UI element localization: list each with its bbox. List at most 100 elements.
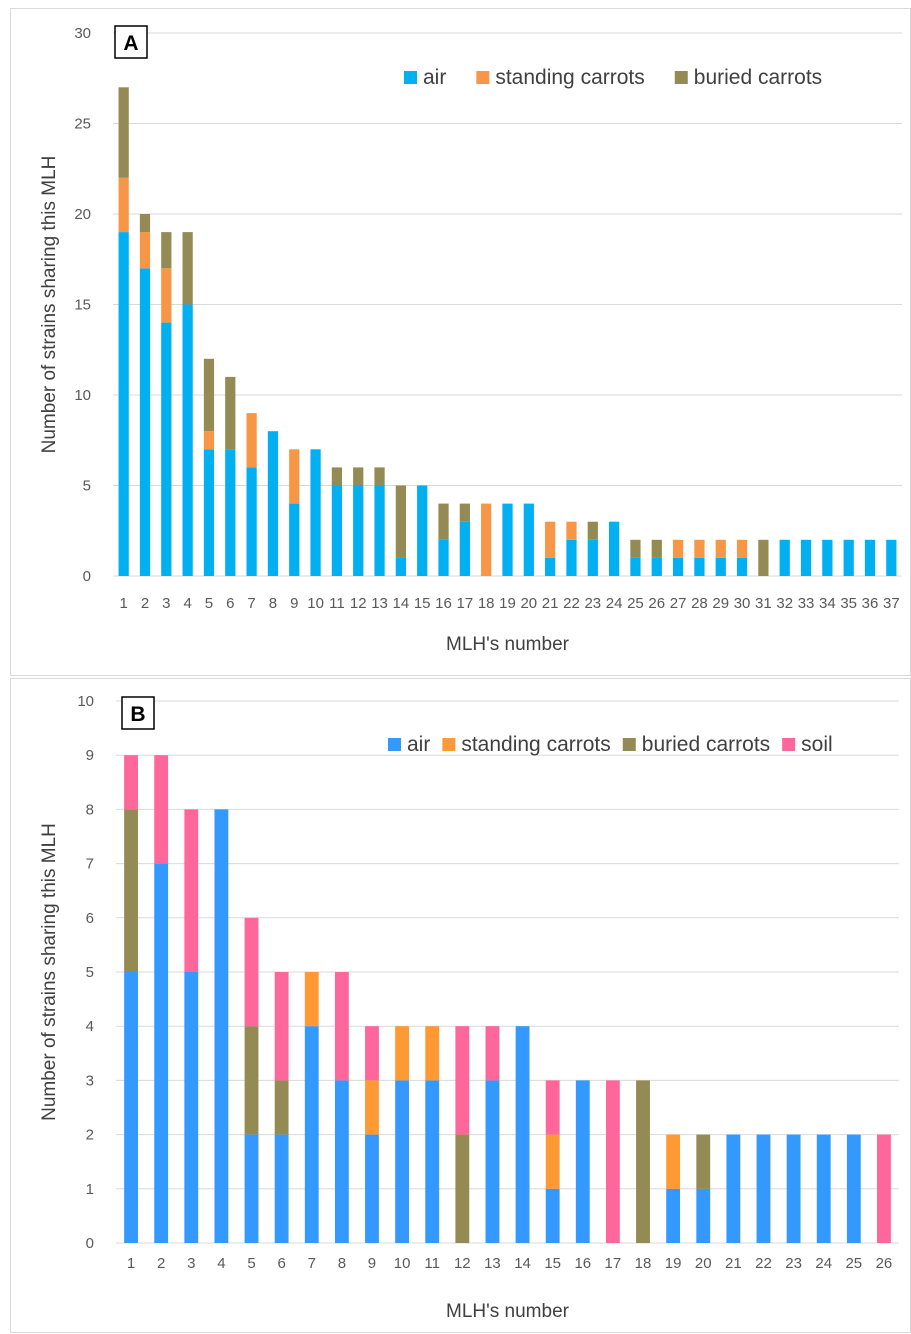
legend-swatch-buried-carrots <box>674 71 688 84</box>
x-tick-label: 11 <box>424 1255 440 1272</box>
y-tick-label: 3 <box>86 1072 94 1089</box>
bar-segment-standing-carrots-mlh-9 <box>365 1080 379 1135</box>
x-tick-label: 5 <box>247 1255 255 1272</box>
x-tick-label: 7 <box>247 595 255 612</box>
bar-segment-air-mlh-14 <box>515 1026 530 1243</box>
x-tick-label: 3 <box>162 595 170 612</box>
bar-segment-air-mlh-20 <box>696 1188 711 1243</box>
bar-segment-air-mlh-30 <box>736 557 748 576</box>
bar-segment-buried-carrots-mlh-18 <box>636 1080 650 1243</box>
legend-label: air <box>407 733 430 756</box>
bar-segment-buried-carrots-mlh-13 <box>374 467 385 486</box>
x-tick-label: 24 <box>815 1255 832 1272</box>
x-tick-label: 8 <box>269 595 277 612</box>
x-tick-label: 25 <box>845 1255 862 1272</box>
bar-segment-standing-carrots-mlh-9 <box>289 449 300 504</box>
x-tick-label: 22 <box>563 595 580 612</box>
x-tick-label: 16 <box>574 1255 591 1272</box>
x-tick-label: 32 <box>776 595 793 612</box>
y-tick-label: 2 <box>86 1127 94 1144</box>
bar-segment-air-mlh-22 <box>756 1134 771 1243</box>
bar-segment-standing-carrots-mlh-15 <box>545 1134 560 1189</box>
legend-label: buried carrots <box>642 733 770 756</box>
x-tick-label: 17 <box>457 595 474 612</box>
bar-segment-air-mlh-25 <box>846 1134 861 1243</box>
x-tick-label: 10 <box>394 1255 411 1272</box>
bar-segment-air-mlh-24 <box>816 1134 831 1243</box>
bar-segment-air-mlh-2 <box>139 268 151 576</box>
bar-segment-buried-carrots-mlh-23 <box>587 521 598 540</box>
y-tick-label: 25 <box>74 116 91 133</box>
x-tick-label: 25 <box>627 595 644 612</box>
bar-segment-air-mlh-35 <box>843 539 854 576</box>
bar-segment-standing-carrots-mlh-19 <box>666 1134 681 1189</box>
bar-segment-air-mlh-32 <box>779 539 790 576</box>
bar-segment-buried-carrots-mlh-3 <box>161 232 172 269</box>
bar-segment-soil-mlh-8 <box>334 972 349 1081</box>
bar-segment-standing-carrots-mlh-7 <box>246 413 257 468</box>
bar-segment-buried-carrots-mlh-12 <box>353 467 364 486</box>
bar-segment-air-mlh-9 <box>289 503 300 576</box>
bar-segment-soil-mlh-6 <box>274 972 289 1081</box>
panel-label-box <box>114 25 148 59</box>
legend-swatch-standing-carrots <box>442 738 456 751</box>
bar-segment-standing-carrots-mlh-7 <box>304 972 319 1027</box>
bar-segment-buried-carrots-mlh-25 <box>630 539 641 558</box>
bar-segment-soil-mlh-9 <box>365 1026 379 1081</box>
bar-segment-buried-carrots-mlh-4 <box>182 232 193 305</box>
bar-segment-standing-carrots-mlh-27 <box>672 539 684 558</box>
x-tick-label: 26 <box>648 595 665 612</box>
bar-segment-air-mlh-16 <box>575 1080 590 1243</box>
bar-segment-air-mlh-9 <box>365 1134 379 1243</box>
bar-segment-air-mlh-23 <box>786 1134 801 1243</box>
legend: air standing carrots buried carrots soil <box>388 733 833 756</box>
x-tick-label: 26 <box>876 1255 893 1272</box>
bar-segment-buried-carrots-mlh-31 <box>758 539 769 576</box>
y-tick-label: 6 <box>86 910 94 927</box>
bar-segment-buried-carrots-mlh-1 <box>118 87 129 178</box>
x-tick-label: 19 <box>499 595 516 612</box>
bar-segment-buried-carrots-mlh-17 <box>459 503 470 522</box>
bar-segment-air-mlh-8 <box>267 431 279 576</box>
x-tick-label: 2 <box>157 1255 165 1272</box>
bar-segment-standing-carrots-mlh-18 <box>481 503 492 576</box>
x-axis-title: MLH's number <box>446 634 570 655</box>
x-tick-label: 15 <box>414 595 431 612</box>
bar-segment-air-mlh-25 <box>630 557 641 576</box>
panel-label: A <box>123 32 138 55</box>
legend: air standing carrots buried carrots <box>404 66 822 89</box>
x-tick-label: 14 <box>393 595 410 612</box>
x-tick-label: 3 <box>187 1255 195 1272</box>
bar-segment-buried-carrots-mlh-2 <box>139 214 151 233</box>
x-tick-label: 20 <box>520 595 537 612</box>
x-tick-label: 13 <box>371 595 388 612</box>
y-tick-label: 5 <box>86 964 94 981</box>
bar-segment-soil-mlh-5 <box>244 917 259 1027</box>
y-tick-label: 5 <box>83 478 91 495</box>
bar-segment-air-mlh-13 <box>485 1080 500 1243</box>
bar-segment-soil-mlh-13 <box>485 1026 500 1081</box>
x-tick-label: 18 <box>478 595 495 612</box>
bar-segment-standing-carrots-mlh-1 <box>118 177 129 233</box>
y-tick-label: 10 <box>74 387 91 404</box>
x-tick-label: 16 <box>435 595 452 612</box>
bar-segment-standing-carrots-mlh-22 <box>566 521 577 540</box>
bar-segment-soil-mlh-12 <box>455 1026 470 1135</box>
bar-segment-air-mlh-11 <box>425 1080 440 1243</box>
bar-segment-air-mlh-16 <box>438 539 449 576</box>
bar-segment-standing-carrots-mlh-29 <box>715 539 726 558</box>
x-tick-label: 10 <box>307 595 324 612</box>
bar-segment-air-mlh-15 <box>545 1188 560 1243</box>
x-tick-label: 1 <box>127 1255 135 1272</box>
bar-segment-air-mlh-4 <box>182 304 193 576</box>
bar-segment-soil-mlh-15 <box>545 1080 560 1135</box>
bar-segment-air-mlh-27 <box>672 557 684 576</box>
legend-swatch-air <box>388 738 401 751</box>
x-tick-label: 14 <box>514 1255 531 1272</box>
bar-segment-soil-mlh-17 <box>605 1080 620 1243</box>
bar-segment-standing-carrots-mlh-2 <box>139 232 151 269</box>
x-tick-label: 24 <box>606 595 623 612</box>
x-tick-label: 27 <box>670 595 687 612</box>
bar-segment-soil-mlh-3 <box>184 809 199 972</box>
bar-segment-air-mlh-10 <box>310 449 321 576</box>
